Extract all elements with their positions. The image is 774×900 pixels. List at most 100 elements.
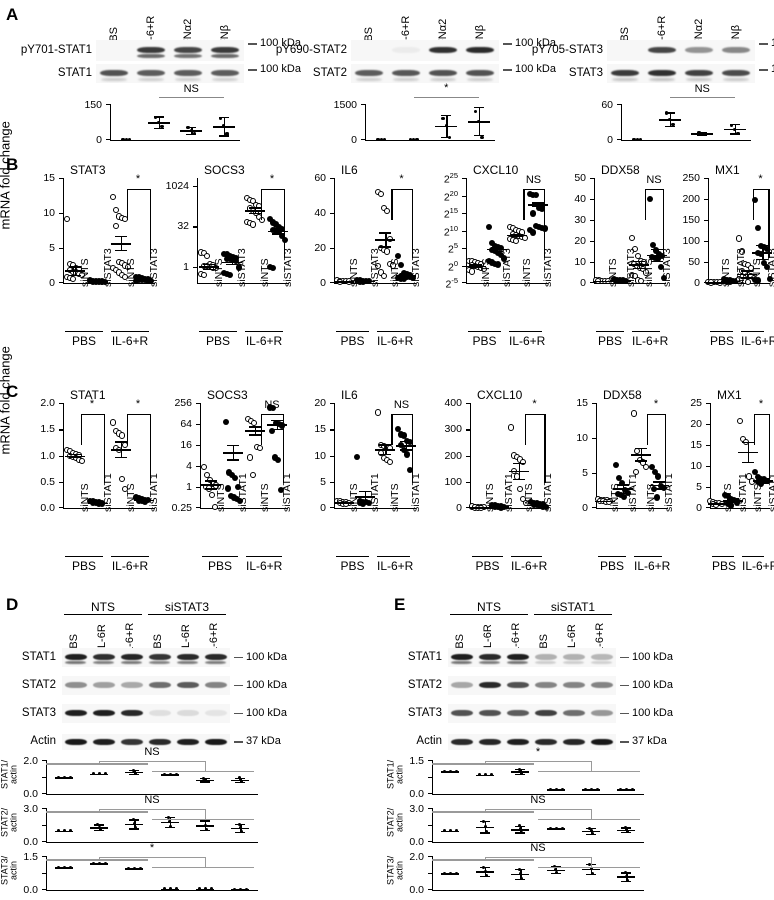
data-point [110, 419, 117, 426]
y-tick [42, 776, 46, 778]
error-bar [405, 273, 408, 277]
protein-band [176, 682, 199, 689]
y-tick [462, 265, 466, 267]
y-tick [428, 856, 432, 858]
sig-ref-line [46, 859, 148, 861]
panelE-q0-quant-plot: 1.5 0.0 * [409, 746, 644, 800]
sig-ref-line [432, 811, 534, 813]
y-tick-label: 60 [314, 172, 326, 184]
panelD-q2-quant-plot: 1.5 0.0 * [23, 842, 258, 896]
data-point [404, 451, 411, 458]
protein-band [612, 77, 638, 81]
error-bar [120, 441, 122, 458]
sig-line [261, 413, 263, 445]
error-cap [399, 449, 412, 451]
data-point [661, 274, 668, 281]
data-point [517, 867, 521, 871]
error-cap [137, 500, 150, 503]
sig-line [485, 761, 487, 764]
protein-band [137, 53, 165, 58]
data-point [512, 238, 519, 245]
protein-band [478, 682, 501, 689]
protein-band [204, 710, 227, 717]
error-cap [511, 233, 524, 236]
panelB-chart-0-title: STAT3 [70, 163, 106, 177]
data-point [590, 831, 594, 835]
kda-label: 100 kDa [771, 37, 774, 49]
y-tick [704, 199, 708, 201]
protein-band [722, 47, 750, 53]
panelC-chart-1-group-label: IL-6+R [246, 559, 283, 573]
panelD-q1-quant-ylabel: STAT2/actin [0, 807, 19, 838]
protein-band [121, 661, 142, 665]
panelA-row-label: pY690-STAT2 [275, 43, 347, 56]
panelC-chart-1-group-bar [246, 556, 282, 558]
data-point [174, 887, 178, 891]
y-tick-label: 0.5 [40, 475, 55, 488]
data-point [131, 768, 135, 772]
protein-band [148, 710, 171, 717]
data-point [637, 278, 644, 285]
sig-line [205, 857, 207, 868]
sig-line [391, 188, 393, 220]
kda-dash [620, 712, 629, 714]
data-point [478, 773, 481, 776]
panelA-row-label: STAT1 [57, 66, 92, 79]
panelC-chart-4-xcat: siSTAT1 [627, 473, 639, 512]
panelC-chart-0-group-bar [111, 556, 149, 558]
error-bar [385, 232, 387, 247]
data-point [584, 787, 587, 791]
protein-band [506, 654, 529, 661]
error-cap [490, 250, 503, 253]
y-tick [196, 466, 200, 468]
panelB-chart-5-xcat: siSTAT3 [735, 248, 748, 287]
data-point [258, 217, 265, 224]
mean-line [370, 139, 393, 142]
sig-line [665, 413, 667, 483]
y-tick [428, 824, 432, 826]
y-tick [59, 213, 63, 215]
data-point [113, 207, 120, 214]
data-point [763, 263, 770, 271]
error-cap [470, 264, 483, 266]
panelE-q1-quant-plot: 3.0 0.0 NS [409, 794, 644, 848]
panelB-chart-2-xcat: siNTS [389, 258, 402, 287]
panelE-row-label: Actin [416, 735, 442, 747]
y-tick [706, 403, 710, 405]
data-point [198, 887, 201, 891]
y-tick [462, 178, 466, 180]
panelA-blot-strip [351, 64, 499, 83]
sig-line [126, 188, 128, 220]
data-point [448, 769, 452, 773]
error-bar [233, 445, 235, 460]
panelB-chart-4-xcat: siSTAT3 [625, 248, 637, 287]
panelE-row-label: STAT2 [407, 678, 442, 691]
y-tick [428, 808, 432, 810]
y-tick-label: 1500 [333, 99, 357, 111]
y-tick [42, 824, 46, 826]
protein-band [479, 661, 500, 665]
error-cap [271, 419, 283, 422]
error-cap [399, 276, 412, 279]
data-point [209, 491, 216, 498]
data-point [374, 263, 381, 270]
y-tick [42, 808, 46, 810]
error-bar [405, 440, 408, 450]
panelA-row-label: pY701-STAT1 [20, 43, 92, 56]
error-cap [635, 460, 647, 462]
error-cap [218, 135, 229, 137]
error-cap [225, 263, 238, 266]
data-point [752, 468, 759, 475]
error-cap [379, 246, 392, 248]
error-bar [223, 117, 226, 136]
data-point [212, 504, 219, 511]
protein-band [393, 77, 419, 81]
sig-label: * [758, 397, 764, 410]
y-tick-label: 20 [447, 258, 458, 273]
error-bar [496, 246, 499, 251]
data-point [612, 461, 619, 468]
y-tick-label: 60 [601, 99, 613, 111]
y-axis [63, 178, 65, 283]
panelC-chart-5-xcat: siNTS [721, 483, 734, 512]
error-cap [480, 867, 490, 869]
